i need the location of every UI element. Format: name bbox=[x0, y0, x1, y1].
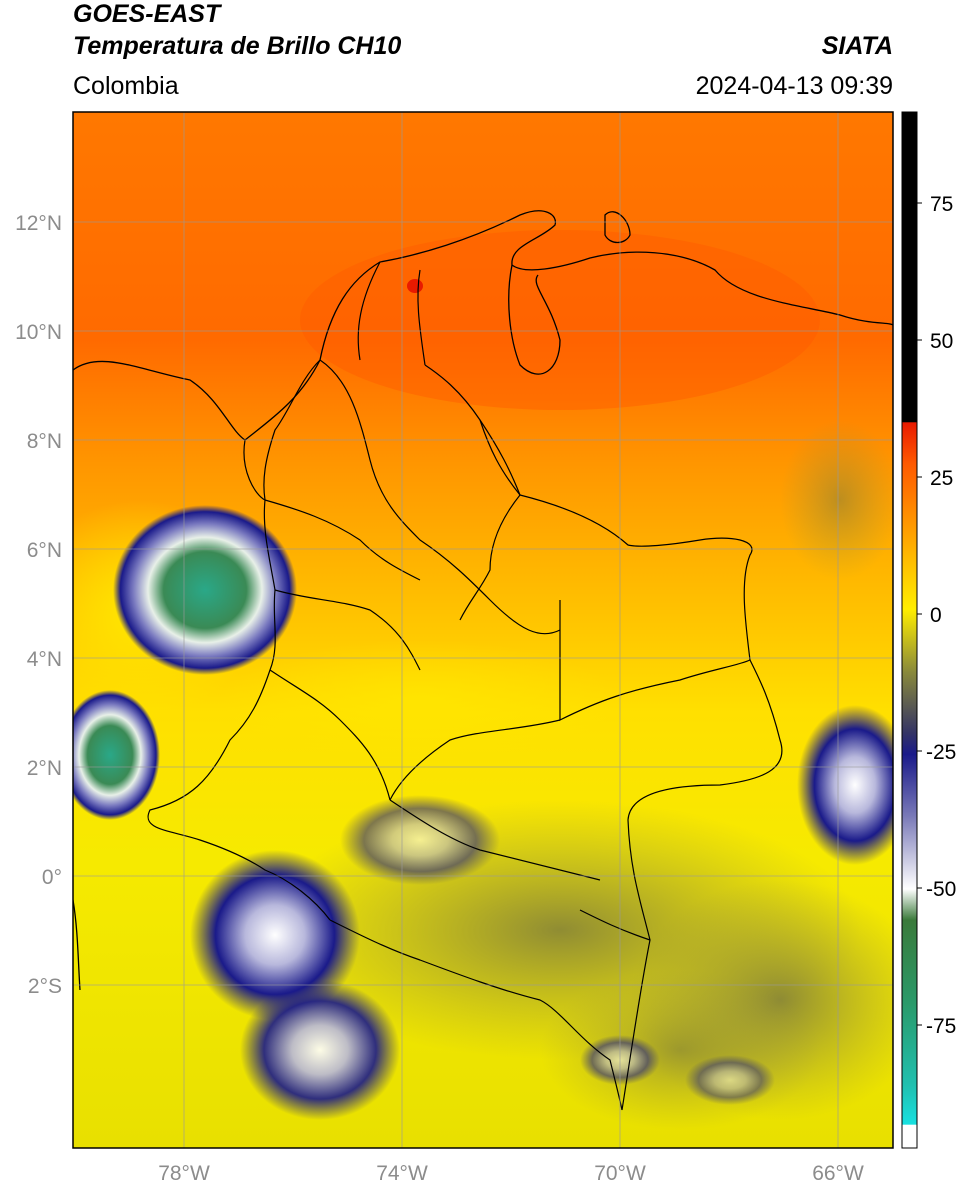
graticule bbox=[73, 112, 893, 1148]
colorbar-label: -50 bbox=[926, 878, 956, 901]
storm-cell-east bbox=[797, 705, 893, 865]
storm-cell-pacific-west bbox=[73, 690, 160, 820]
lat-label: 4°N bbox=[27, 648, 62, 671]
colorbar-labels: 75 50 25 0 -25 -50 -75 bbox=[926, 193, 956, 1038]
colorbar-ticks bbox=[917, 202, 922, 1026]
longitude-labels: 78°W 74°W 70°W 66°W bbox=[158, 1162, 864, 1185]
lat-label: 0° bbox=[42, 866, 62, 889]
lat-label: 2°N bbox=[27, 757, 62, 780]
colorbar-label: 0 bbox=[930, 604, 942, 627]
brightness-temperature-field bbox=[73, 112, 893, 1148]
lat-label: 6°N bbox=[27, 539, 62, 562]
datetime-label: 2024-04-13 09:39 bbox=[695, 72, 893, 100]
map-frame bbox=[72, 111, 894, 1149]
colorbar-label: 50 bbox=[930, 330, 953, 353]
region-label: Colombia bbox=[73, 72, 179, 100]
storm-cell-ecuador bbox=[190, 850, 360, 1020]
organization-label: SIATA bbox=[821, 32, 893, 60]
colorbar bbox=[901, 111, 918, 1149]
lat-label: 8°N bbox=[27, 430, 62, 453]
lon-label: 70°W bbox=[594, 1162, 646, 1185]
title-line-2: Temperatura de Brillo CH10 bbox=[73, 32, 402, 60]
colorbar-label: 75 bbox=[930, 193, 953, 216]
colorbar-label: 25 bbox=[930, 467, 953, 490]
latitude-labels: 12°N 10°N 8°N 6°N 4°N 2°N 0° 2°S bbox=[15, 212, 62, 998]
lat-label: 10°N bbox=[15, 321, 62, 344]
country-borders bbox=[73, 210, 893, 991]
colorbar-label: -75 bbox=[926, 1015, 956, 1038]
colombia-departments bbox=[147, 261, 783, 1111]
lon-label: 74°W bbox=[376, 1162, 428, 1185]
storm-cell-pacific-north bbox=[113, 505, 297, 675]
lon-label: 66°W bbox=[812, 1162, 864, 1185]
lat-label: 12°N bbox=[15, 212, 62, 235]
colorbar-label: -25 bbox=[926, 741, 956, 764]
lat-label: 2°S bbox=[28, 975, 62, 998]
title-line-1: GOES-EAST bbox=[73, 0, 221, 28]
lon-label: 78°W bbox=[158, 1162, 210, 1185]
